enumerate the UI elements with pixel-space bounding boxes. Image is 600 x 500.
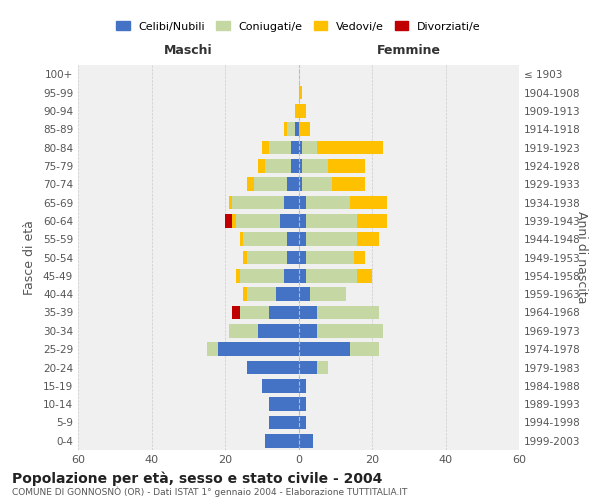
Bar xyxy=(299,196,306,209)
Bar xyxy=(306,250,353,264)
Bar xyxy=(350,196,387,209)
Bar xyxy=(218,342,299,356)
Bar xyxy=(225,214,232,228)
Bar xyxy=(269,306,299,320)
Bar xyxy=(306,214,358,228)
Bar xyxy=(299,324,317,338)
Bar xyxy=(306,269,358,282)
Bar xyxy=(306,196,350,209)
Y-axis label: Anni di nascita: Anni di nascita xyxy=(575,211,587,304)
Bar xyxy=(284,269,299,282)
Text: COMUNE DI GONNOSNÒ (OR) - Dati ISTAT 1° gennaio 2004 - Elaborazione TUTTITALIA.I: COMUNE DI GONNOSNÒ (OR) - Dati ISTAT 1° … xyxy=(12,486,407,497)
Bar xyxy=(258,324,299,338)
Bar xyxy=(299,86,302,100)
Bar xyxy=(229,324,258,338)
Bar xyxy=(328,159,365,172)
Bar xyxy=(287,122,295,136)
Bar xyxy=(358,214,387,228)
Bar xyxy=(269,398,299,411)
Bar xyxy=(287,232,299,246)
Bar xyxy=(232,196,284,209)
Bar xyxy=(247,250,287,264)
Bar xyxy=(299,178,302,191)
Bar xyxy=(299,360,317,374)
Bar xyxy=(310,288,346,301)
Bar xyxy=(232,214,236,228)
Bar xyxy=(299,342,350,356)
Bar xyxy=(244,250,247,264)
Bar xyxy=(299,214,306,228)
Bar xyxy=(317,140,383,154)
Bar xyxy=(284,122,287,136)
Bar xyxy=(244,232,287,246)
Bar xyxy=(265,159,291,172)
Bar xyxy=(247,178,254,191)
Bar xyxy=(295,122,299,136)
Bar xyxy=(247,360,299,374)
Bar xyxy=(287,250,299,264)
Bar xyxy=(299,122,310,136)
Text: Maschi: Maschi xyxy=(164,44,212,57)
Bar xyxy=(280,214,299,228)
Bar xyxy=(299,250,306,264)
Bar xyxy=(287,178,299,191)
Bar xyxy=(299,140,302,154)
Bar xyxy=(306,232,358,246)
Text: Popolazione per età, sesso e stato civile - 2004: Popolazione per età, sesso e stato civil… xyxy=(12,472,382,486)
Legend: Celibi/Nubili, Coniugati/e, Vedovi/e, Divorziati/e: Celibi/Nubili, Coniugati/e, Vedovi/e, Di… xyxy=(112,16,485,36)
Bar xyxy=(299,398,306,411)
Bar xyxy=(258,159,265,172)
Bar xyxy=(317,324,383,338)
Bar xyxy=(295,104,299,118)
Bar xyxy=(358,232,379,246)
Bar xyxy=(240,232,244,246)
Bar xyxy=(358,269,372,282)
Bar xyxy=(291,159,299,172)
Bar xyxy=(284,196,299,209)
Bar xyxy=(269,140,291,154)
Bar xyxy=(299,232,306,246)
Y-axis label: Fasce di età: Fasce di età xyxy=(23,220,36,295)
Bar xyxy=(240,306,269,320)
Bar xyxy=(299,269,306,282)
Bar xyxy=(317,360,328,374)
Bar xyxy=(240,269,284,282)
Text: Femmine: Femmine xyxy=(377,44,441,57)
Bar xyxy=(232,306,240,320)
Bar xyxy=(299,288,310,301)
Bar xyxy=(353,250,365,264)
Bar xyxy=(244,288,247,301)
Bar xyxy=(254,178,287,191)
Bar xyxy=(291,140,299,154)
Bar xyxy=(277,288,299,301)
Bar xyxy=(229,196,232,209)
Bar xyxy=(350,342,379,356)
Bar xyxy=(299,306,317,320)
Bar xyxy=(302,159,328,172)
Bar xyxy=(247,288,277,301)
Bar xyxy=(269,416,299,430)
Bar xyxy=(262,379,299,392)
Bar xyxy=(265,434,299,448)
Bar xyxy=(236,214,280,228)
Bar xyxy=(299,434,313,448)
Bar xyxy=(302,140,317,154)
Bar xyxy=(332,178,365,191)
Bar xyxy=(236,269,240,282)
Bar xyxy=(317,306,379,320)
Bar xyxy=(299,416,306,430)
Bar xyxy=(299,379,306,392)
Bar xyxy=(206,342,218,356)
Bar xyxy=(299,159,302,172)
Bar xyxy=(302,178,332,191)
Bar xyxy=(262,140,269,154)
Bar xyxy=(299,104,306,118)
